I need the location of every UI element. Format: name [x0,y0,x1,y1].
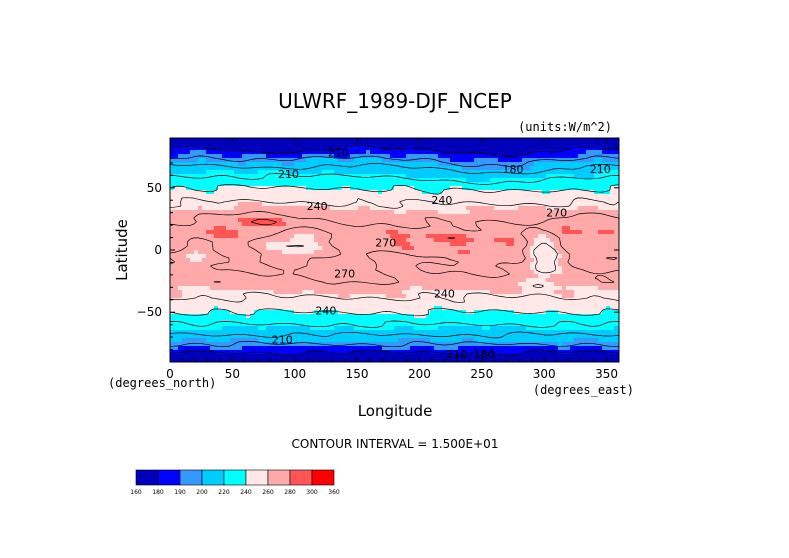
colorbar-swatch [311,469,335,486]
x-unit-note: (degrees_east) [533,383,634,397]
y-tick-label: −50 [137,305,162,319]
y-tick-label: 50 [147,181,162,195]
contour-interval-note: CONTOUR INTERVAL = 1.500E+01 [292,437,499,451]
x-tick-label: 100 [283,367,306,381]
colorbar-label: 200 [196,489,208,496]
contour-label: 210 [272,333,293,346]
contour-labels: 210 210 180 210 240 240 270 270 270 240 240 210 180 2… [272,147,611,361]
x-tick-label: 200 [408,367,431,381]
colorbar-label: 180 [152,489,164,496]
contour-label: 240 [434,287,455,300]
contour-line [170,211,619,285]
colorbar-swatch [245,469,269,486]
x-tick-label: 50 [225,367,240,381]
contour-label: 210 [446,348,467,361]
colorbar-label: 160 [130,489,142,496]
contour-label: 210 [328,147,349,160]
contour-line [170,197,619,303]
contour-label: 270 [546,206,567,219]
contour-label: 240 [431,194,452,207]
contour-label: 240 [315,305,336,318]
colorbar-label: 260 [262,489,274,496]
colorbar-label: 300 [306,489,318,496]
colorbar-swatch [223,469,247,486]
contour-label: 180 [474,348,495,361]
colorbar-label: 240 [240,489,252,496]
x-tick-label: 300 [533,367,556,381]
contour-line [170,184,619,317]
colorbar-swatch [267,469,291,486]
x-axis: 0 50 100 150 200 250 300 350 [166,138,618,381]
x-tick-label: 150 [346,367,369,381]
contour-line [170,173,619,328]
y-unit-note: (degrees_north) [108,376,216,390]
x-tick-label: 0 [166,367,174,381]
x-axis-label: Longitude [358,402,433,420]
chart-title: ULWRF_1989-DJF_NCEP [278,89,512,113]
units-note: (units:W/m^2) [518,120,612,134]
contour-lines [170,145,619,356]
colorbar-swatch [157,469,181,486]
colorbar-label: 190 [174,489,186,496]
colorbar: 160 180 190 200 220 240 260 280 300 360 [130,469,340,496]
contour-label: 210 [590,163,611,176]
x-tick-label: 250 [470,367,493,381]
contour-line [170,155,619,348]
contour-label: 270 [334,267,355,280]
colorbar-swatch [135,469,159,486]
colorbar-label: 220 [218,489,230,496]
colorbar-swatch [201,469,225,486]
y-tick-label: 0 [154,243,162,257]
y-axis-label: Latitude [113,219,131,281]
contour-label: 240 [307,200,328,213]
contour-label: 180 [502,163,523,176]
colorbar-label: 360 [328,489,340,496]
colorbar-swatch [179,469,203,486]
contour-line [170,145,619,356]
contour-label: 210 [278,168,299,181]
x-tick-label: 350 [595,367,618,381]
colorbar-swatch [289,469,313,486]
y-axis: −50 0 50 [137,149,619,351]
contour-label: 270 [375,236,396,249]
contour-line [251,218,456,239]
contour-line [170,163,619,339]
colorbar-label: 280 [284,489,296,496]
